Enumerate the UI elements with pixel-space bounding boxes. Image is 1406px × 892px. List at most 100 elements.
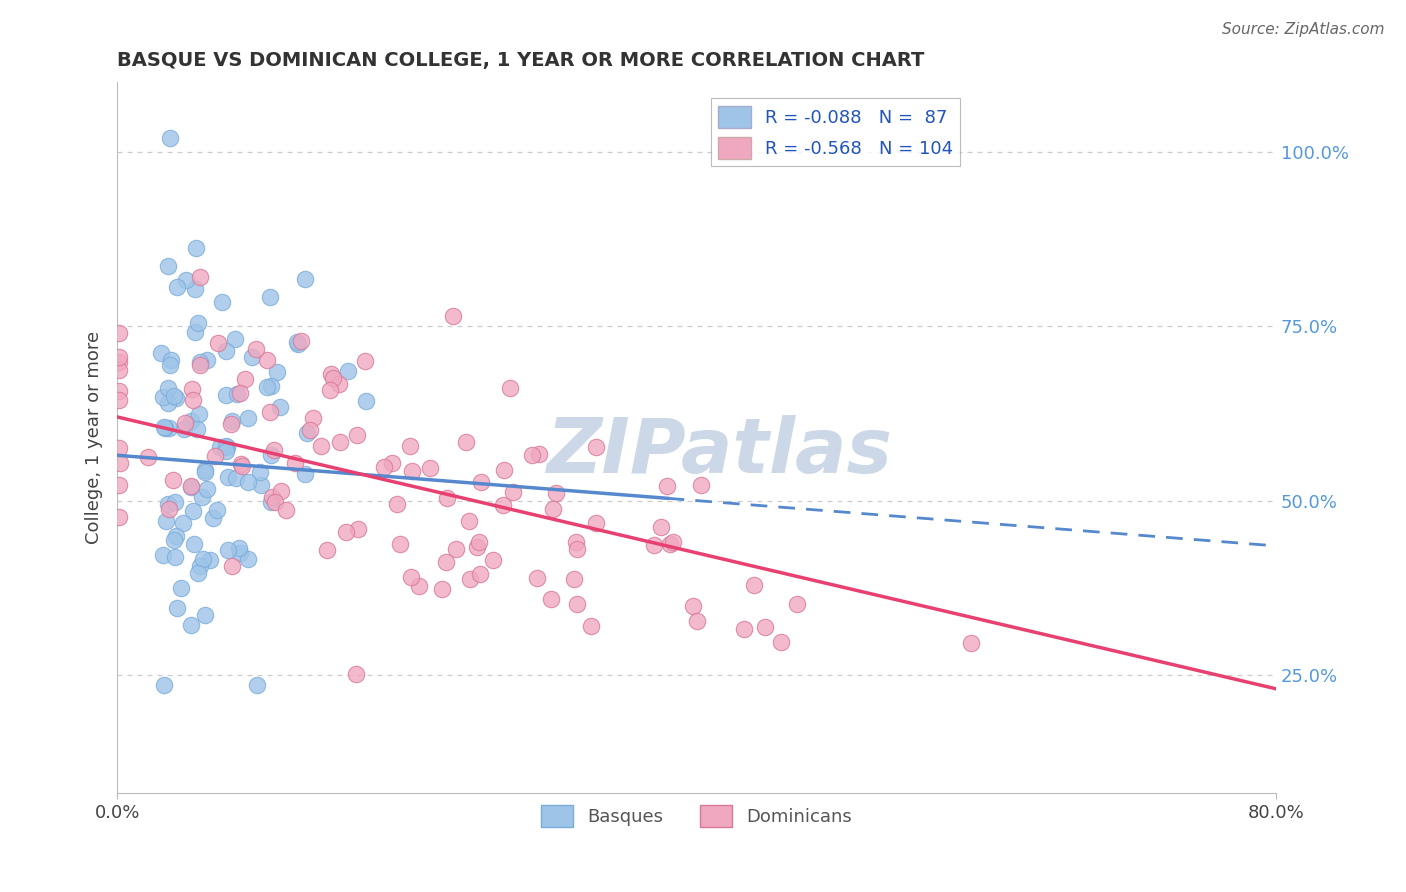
Legend: Basques, Dominicans: Basques, Dominicans (533, 797, 859, 834)
Point (181, 382, 204, 396)
Point (215, 441, 238, 455)
Point (215, 443, 238, 458)
Point (194, 463, 217, 477)
Point (655, 479, 678, 493)
Point (180, 617, 202, 632)
Point (309, 439, 332, 453)
Point (285, 334, 308, 349)
Point (347, 523, 370, 537)
Point (319, 367, 342, 381)
Point (202, 511, 225, 525)
Point (458, 572, 481, 586)
Point (682, 599, 704, 613)
Point (270, 484, 292, 499)
Point (188, 359, 211, 373)
Point (565, 535, 588, 549)
Point (562, 572, 585, 586)
Point (541, 502, 564, 516)
Point (662, 535, 685, 549)
Point (231, 458, 253, 473)
Point (319, 383, 342, 397)
Point (191, 490, 214, 504)
Point (204, 450, 226, 464)
Point (754, 620, 776, 634)
Point (436, 491, 458, 505)
Point (107, 441, 129, 455)
Point (470, 475, 492, 490)
Point (173, 422, 195, 436)
Point (180, 479, 202, 493)
Point (299, 423, 322, 437)
Point (183, 537, 205, 551)
Point (236, 551, 259, 566)
Point (231, 457, 253, 471)
Point (456, 434, 478, 449)
Point (160, 353, 183, 368)
Point (492, 498, 515, 512)
Point (499, 381, 522, 395)
Point (157, 501, 180, 516)
Point (522, 449, 544, 463)
Point (264, 495, 287, 509)
Point (256, 353, 278, 368)
Point (565, 597, 588, 611)
Point (157, 421, 180, 435)
Point (468, 567, 491, 582)
Point (180, 480, 202, 494)
Point (153, 678, 176, 692)
Point (225, 387, 247, 401)
Text: Source: ZipAtlas.com: Source: ZipAtlas.com (1222, 22, 1385, 37)
Point (269, 400, 291, 414)
Point (136, 450, 159, 465)
Point (546, 485, 568, 500)
Point (157, 396, 180, 410)
Point (163, 549, 186, 564)
Point (274, 502, 297, 516)
Point (156, 381, 179, 395)
Point (316, 543, 339, 558)
Point (419, 461, 441, 475)
Point (186, 422, 208, 436)
Point (236, 475, 259, 489)
Point (526, 571, 548, 585)
Point (224, 332, 246, 346)
Point (263, 442, 285, 457)
Point (172, 516, 194, 531)
Point (585, 440, 607, 454)
Point (184, 282, 207, 296)
Point (107, 393, 129, 408)
Point (219, 417, 242, 431)
Point (184, 326, 207, 340)
Y-axis label: College, 1 year or more: College, 1 year or more (86, 331, 103, 544)
Point (373, 459, 395, 474)
Point (184, 241, 207, 255)
Point (173, 416, 195, 430)
Point (388, 537, 411, 551)
Point (236, 411, 259, 425)
Point (195, 352, 218, 367)
Point (441, 309, 464, 323)
Point (195, 483, 218, 497)
Point (401, 464, 423, 478)
Point (249, 477, 271, 491)
Point (229, 546, 252, 560)
Point (217, 470, 239, 484)
Point (302, 410, 325, 425)
Point (294, 467, 316, 482)
Point (159, 358, 181, 372)
Point (259, 290, 281, 304)
Point (446, 541, 468, 556)
Point (565, 541, 588, 556)
Point (643, 538, 665, 552)
Point (335, 525, 357, 540)
Point (183, 504, 205, 518)
Point (242, 350, 264, 364)
Point (215, 388, 238, 402)
Point (107, 354, 129, 368)
Point (187, 316, 209, 330)
Point (328, 435, 350, 450)
Point (381, 456, 404, 470)
Point (434, 555, 457, 569)
Point (467, 535, 489, 549)
Point (221, 414, 243, 428)
